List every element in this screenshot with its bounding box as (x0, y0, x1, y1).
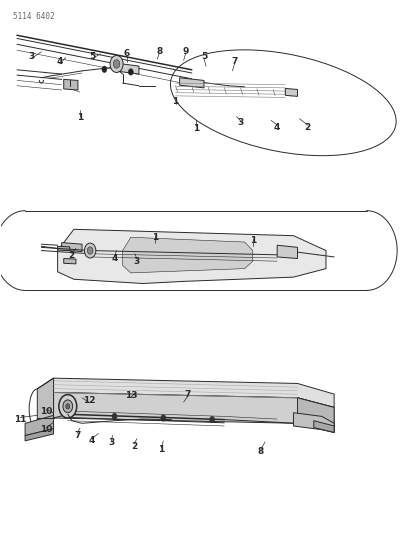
Polygon shape (314, 421, 334, 432)
Polygon shape (123, 237, 253, 273)
Polygon shape (58, 229, 326, 284)
Circle shape (84, 243, 96, 258)
Text: 4: 4 (274, 123, 280, 132)
Text: 7: 7 (231, 58, 238, 66)
Polygon shape (293, 413, 334, 432)
Text: 3: 3 (237, 118, 244, 127)
Circle shape (161, 415, 166, 421)
Polygon shape (285, 88, 297, 96)
Circle shape (113, 60, 120, 68)
Polygon shape (180, 78, 204, 88)
Text: 1: 1 (193, 124, 199, 133)
Text: 1: 1 (173, 97, 179, 106)
Text: 5114 6402: 5114 6402 (13, 12, 55, 21)
Text: 9: 9 (182, 47, 189, 55)
Text: 3: 3 (134, 257, 140, 265)
Text: 10: 10 (40, 425, 52, 434)
Polygon shape (62, 243, 82, 252)
Text: 1: 1 (77, 113, 83, 122)
Circle shape (112, 413, 117, 419)
Polygon shape (53, 392, 334, 432)
Circle shape (110, 55, 123, 72)
Polygon shape (64, 259, 76, 264)
Text: 2: 2 (69, 252, 75, 260)
Circle shape (59, 394, 77, 418)
Circle shape (129, 69, 133, 75)
Circle shape (87, 247, 93, 254)
Text: 6: 6 (124, 50, 130, 58)
Circle shape (102, 66, 107, 72)
Text: 5: 5 (201, 52, 207, 61)
Text: 2: 2 (304, 123, 311, 132)
Text: 12: 12 (83, 396, 95, 405)
Polygon shape (37, 378, 53, 429)
Polygon shape (64, 79, 78, 90)
Text: 7: 7 (184, 390, 191, 399)
Text: 1: 1 (250, 237, 256, 246)
Text: 3: 3 (108, 439, 114, 448)
Polygon shape (25, 415, 53, 435)
Polygon shape (115, 63, 139, 74)
Polygon shape (25, 429, 53, 441)
Circle shape (63, 400, 73, 413)
Text: 8: 8 (258, 447, 264, 456)
Text: 4: 4 (111, 254, 118, 263)
Circle shape (210, 416, 215, 423)
Text: 4: 4 (56, 58, 63, 66)
Text: 1: 1 (158, 446, 164, 455)
Text: 13: 13 (124, 391, 137, 400)
Polygon shape (277, 245, 297, 259)
Text: 10: 10 (40, 407, 52, 416)
Polygon shape (53, 378, 334, 407)
Text: 4: 4 (89, 437, 95, 446)
Text: 3: 3 (28, 52, 34, 61)
Text: 7: 7 (74, 431, 80, 440)
Circle shape (66, 403, 70, 409)
Text: 8: 8 (156, 47, 162, 55)
Text: 2: 2 (131, 442, 137, 451)
Polygon shape (58, 246, 70, 251)
Text: 5: 5 (89, 52, 95, 61)
Polygon shape (297, 398, 334, 432)
Text: 1: 1 (152, 233, 158, 242)
Text: 11: 11 (14, 415, 27, 424)
